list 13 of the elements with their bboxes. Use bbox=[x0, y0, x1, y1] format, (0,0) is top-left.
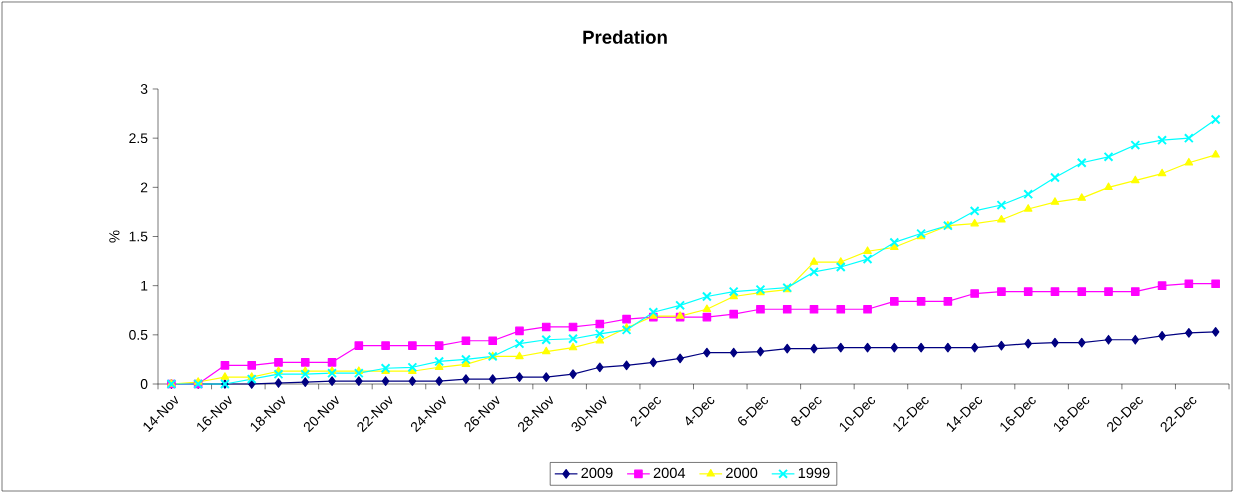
chart-title: Predation bbox=[583, 30, 667, 44]
legend-label: 1999 bbox=[798, 467, 830, 479]
legend-label: 2000 bbox=[726, 467, 758, 479]
y-tick-label: 3 bbox=[140, 84, 148, 94]
y-tick-label: 1 bbox=[141, 280, 148, 291]
legend-label: 2009 bbox=[581, 467, 613, 479]
y-tick-label: 2.5 bbox=[129, 133, 148, 144]
legend-label: 2004 bbox=[653, 467, 686, 479]
y-tick-label: 2 bbox=[140, 182, 148, 193]
y-tick-label: 0.5 bbox=[129, 329, 148, 340]
y-axis-title: % bbox=[109, 230, 120, 243]
y-tick-label: 0 bbox=[140, 379, 148, 389]
y-tick-label: 1.5 bbox=[129, 231, 148, 242]
